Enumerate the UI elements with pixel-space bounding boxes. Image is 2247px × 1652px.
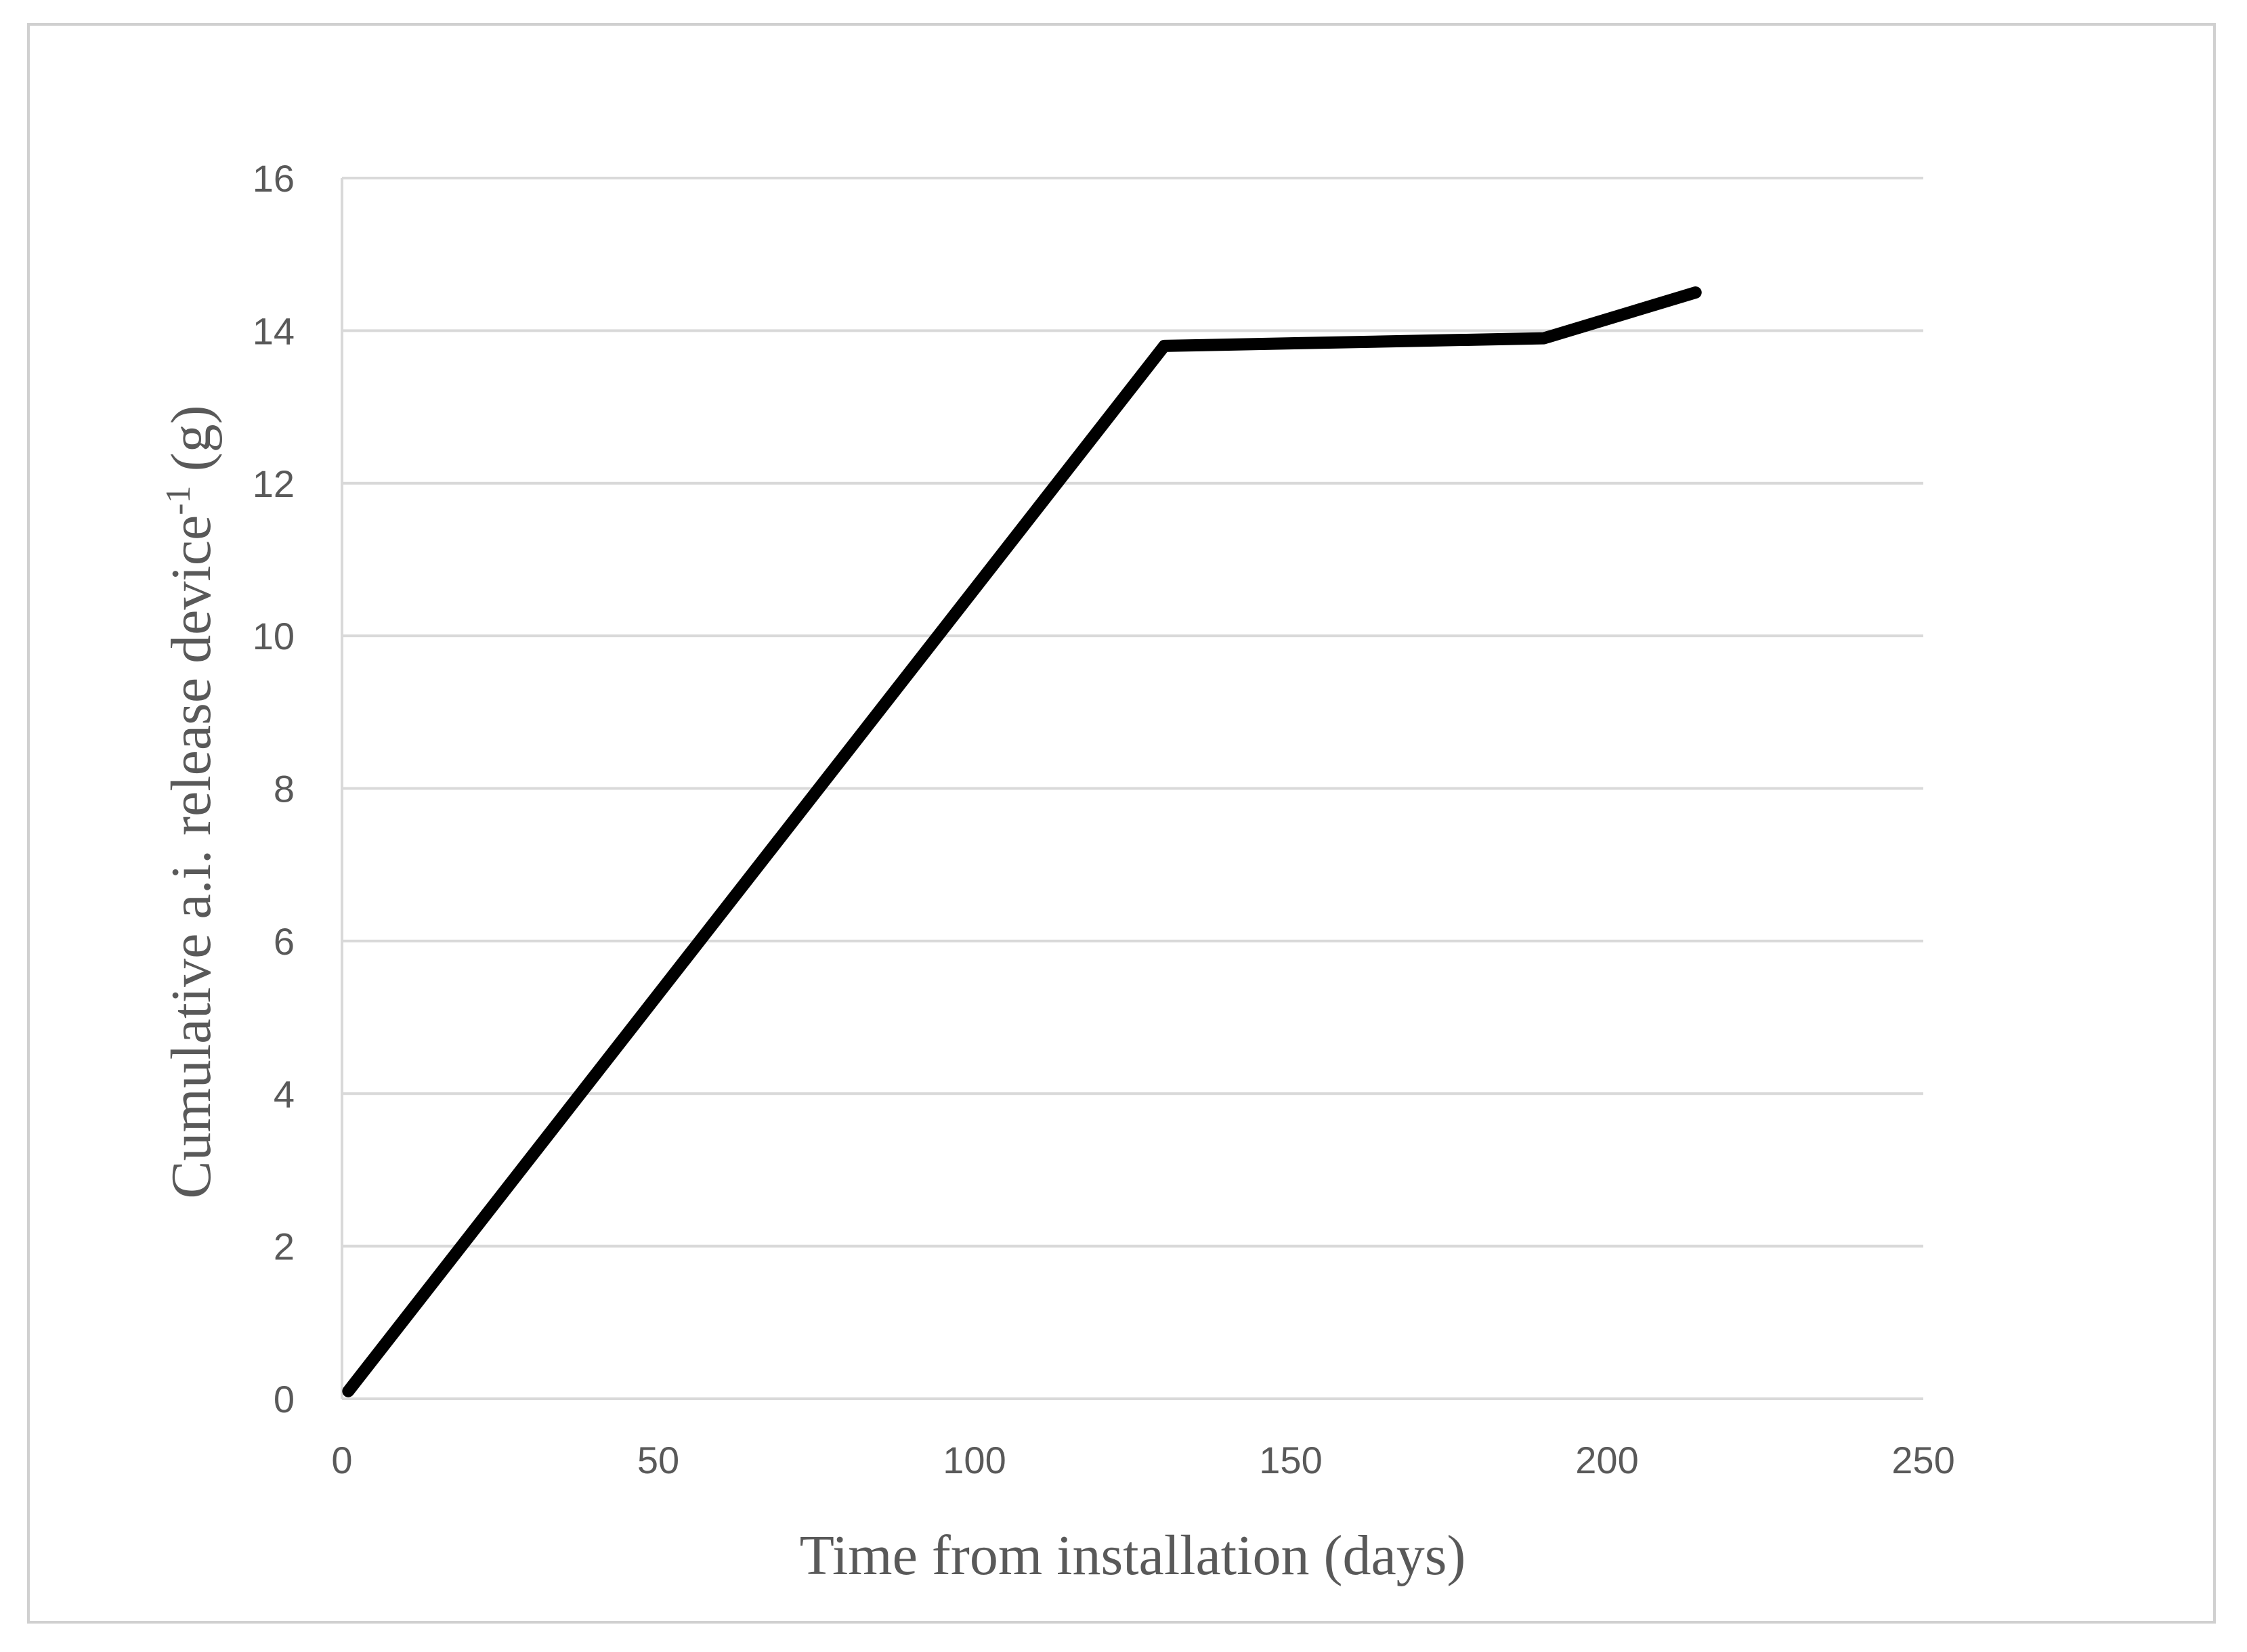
y-tick-label-4: 4 <box>274 1072 295 1115</box>
y-tick-label-0: 0 <box>274 1378 295 1420</box>
series <box>342 286 1702 1397</box>
axes <box>341 178 1923 1400</box>
y-axis-title-superscript: -1 <box>159 485 198 515</box>
chart-frame <box>27 23 2216 1624</box>
y-axis-title-unit: (g) <box>160 405 223 485</box>
y-tick-label-2: 2 <box>274 1225 295 1268</box>
x-axis-title: Time from installation (days) <box>800 1524 1466 1587</box>
x-tick-label-200: 200 <box>1575 1439 1638 1481</box>
x-tick-label-0: 0 <box>331 1439 352 1481</box>
y-tick-label-16: 16 <box>253 157 295 200</box>
y-axis-title: Cumulative a.i. release device-1 (g) <box>159 405 223 1198</box>
y-tick-label-10: 10 <box>253 615 295 657</box>
x-tick-label-100: 100 <box>943 1439 1006 1481</box>
x-tick-label-50: 50 <box>637 1439 679 1481</box>
gridlines <box>342 177 1923 1248</box>
tick-labels: 0 2 4 6 8 10 12 14 16 0 50 100 150 200 250 <box>253 157 1955 1481</box>
y-tick-label-8: 8 <box>274 768 295 810</box>
y-axis-title-main: Cumulative a.i. release device <box>160 515 223 1199</box>
y-tick-label-14: 14 <box>253 309 295 352</box>
x-tick-label-150: 150 <box>1259 1439 1322 1481</box>
x-tick-label-250: 250 <box>1891 1439 1954 1481</box>
y-tick-label-12: 12 <box>253 462 295 505</box>
series-line-0 <box>342 286 1702 1397</box>
y-tick-label-6: 6 <box>274 920 295 963</box>
